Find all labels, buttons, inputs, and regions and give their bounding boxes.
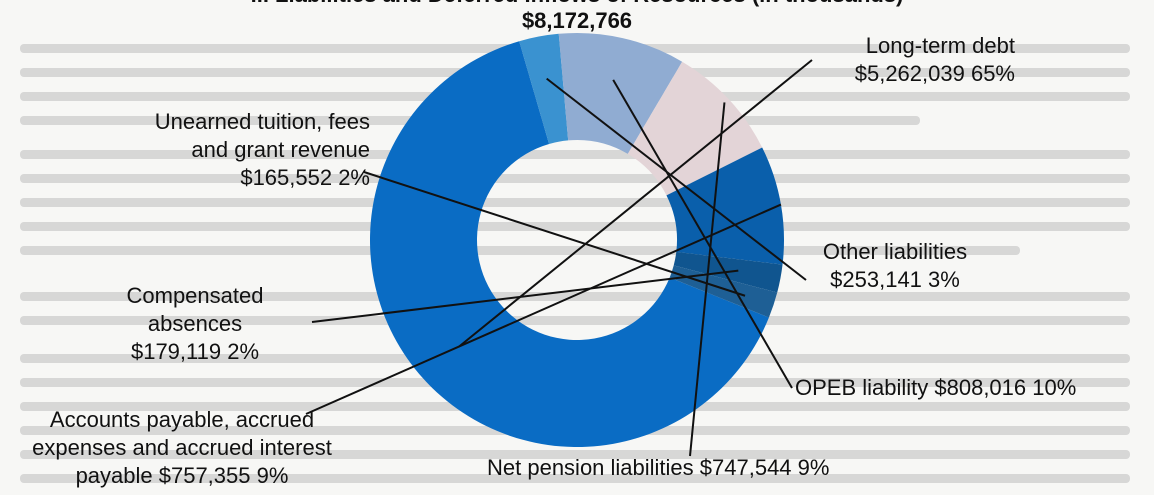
label-other-liabilities-name: Other liabilities	[822, 239, 968, 264]
label-unearned-line1: Unearned tuition, fees	[154, 109, 370, 134]
chart-title-partial: ... Liabilities and Deferred Inflows of …	[0, 0, 1154, 8]
label-compensated-line1: Compensated	[126, 283, 264, 308]
label-accounts-payable: Accounts payable, accrued expenses and a…	[2, 406, 362, 490]
label-unearned-line2: and grant revenue	[191, 137, 370, 162]
label-compensated-absences: Compensated absences $179,119 2%	[95, 282, 295, 366]
label-net-pension-text: Net pension liabilities $747,544 9%	[487, 455, 830, 480]
label-other-liabilities-value: $253,141 3%	[830, 267, 960, 292]
slice-long_term_debt	[369, 41, 769, 447]
slice-other_liabilities	[519, 33, 569, 144]
slice-accounts_payable	[666, 147, 784, 265]
leader-line-net_pension	[689, 102, 726, 457]
label-accounts-payable-line1: Accounts payable, accrued	[49, 407, 315, 432]
label-unearned-tuition: Unearned tuition, fees and grant revenue…	[80, 108, 370, 192]
label-long-term-debt: Long-term debt $5,262,039 65%	[760, 32, 1015, 88]
label-compensated-line2: absences	[147, 311, 243, 336]
label-other-liabilities: Other liabilities $253,141 3%	[800, 238, 990, 294]
leader-line-opeb_liability	[612, 79, 793, 389]
label-net-pension: Net pension liabilities $747,544 9%	[487, 454, 907, 482]
label-compensated-line3: $179,119 2%	[130, 339, 260, 364]
leader-line-long_term_debt	[458, 59, 813, 348]
label-unearned-line3: $165,552 2%	[240, 165, 370, 190]
label-opeb-text: OPEB liability $808,016 10%	[795, 375, 1077, 400]
label-opeb-liability: OPEB liability $808,016 10%	[795, 374, 1150, 402]
leader-line-other_liabilities	[546, 77, 807, 281]
label-accounts-payable-line2: expenses and accrued interest	[32, 435, 332, 460]
label-accounts-payable-line3: payable $757,355 9%	[75, 463, 289, 488]
total-label: $8,172,766	[521, 8, 633, 33]
label-long-term-debt-name: Long-term debt	[865, 33, 1015, 58]
slice-unearned_tuition	[669, 265, 778, 318]
leader-line-unearned_tuition	[363, 171, 746, 297]
leader-line-compensated_absences	[311, 269, 739, 323]
label-long-term-debt-value: $5,262,039 65%	[854, 61, 1015, 86]
leader-line-accounts_payable	[305, 203, 782, 415]
